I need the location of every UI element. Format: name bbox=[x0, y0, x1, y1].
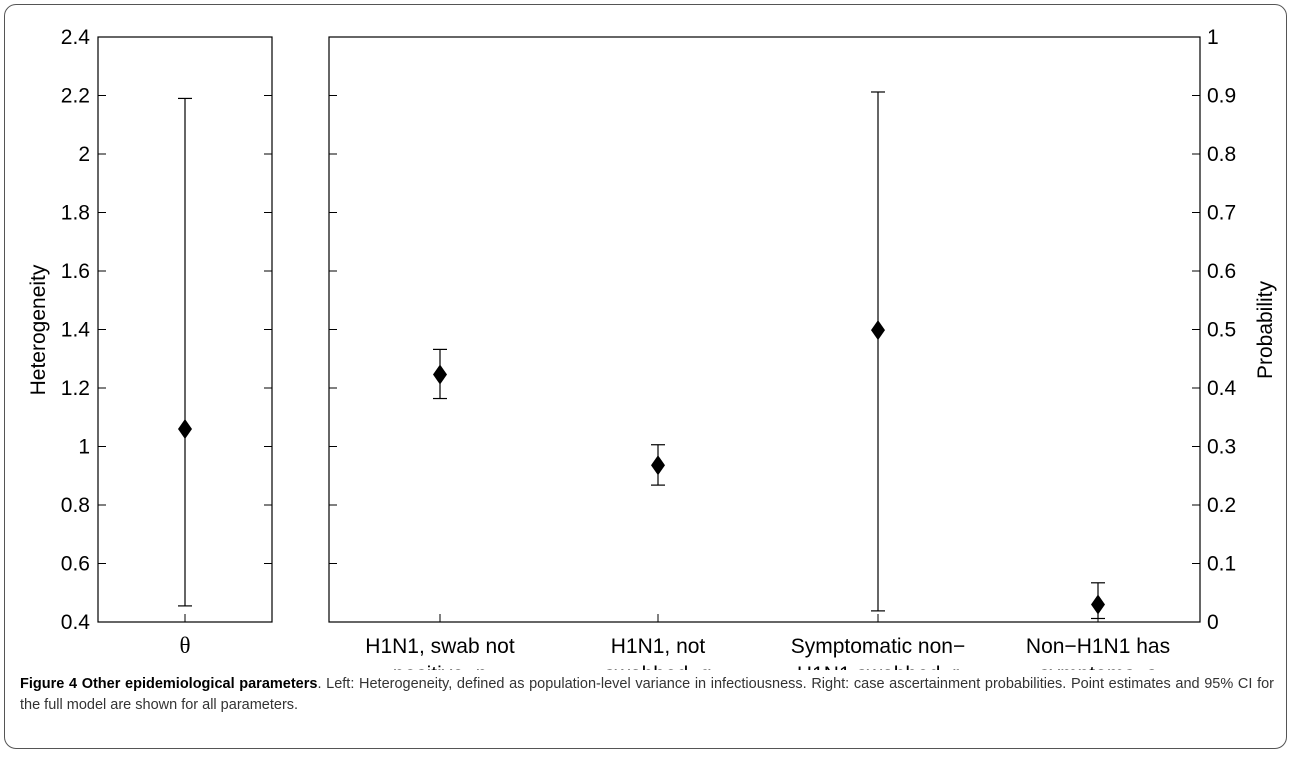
param-point bbox=[871, 320, 885, 341]
left-y-tick-label: 1.6 bbox=[61, 260, 90, 283]
left-y-tick-label: 0.8 bbox=[61, 494, 90, 517]
right-x-tick-label-line2: H1N1 swabbed, r bbox=[797, 663, 959, 670]
left-y-tick-label: 2.4 bbox=[61, 26, 91, 49]
right-y-tick-label: 0.5 bbox=[1207, 319, 1236, 342]
right-y-tick-label: 0 bbox=[1207, 611, 1219, 634]
right-y-tick-label: 1 bbox=[1207, 26, 1219, 49]
right-y-tick-label: 0.3 bbox=[1207, 436, 1236, 459]
param-point bbox=[1091, 594, 1105, 615]
left-y-tick-label: 2.2 bbox=[61, 85, 90, 108]
right-x-tick-label-line1: H1N1, swab not bbox=[365, 635, 515, 658]
param-point bbox=[651, 455, 665, 476]
right-y-tick-label: 0.2 bbox=[1207, 494, 1236, 517]
left-y-tick-label: 1.8 bbox=[61, 202, 90, 225]
right-x-tick-label-line2: swabbed, q bbox=[604, 663, 711, 670]
right-y-tick-label: 0.4 bbox=[1207, 377, 1237, 400]
right-y-tick-label: 0.7 bbox=[1207, 202, 1236, 225]
left-x-tick-label: θ bbox=[179, 633, 190, 658]
left-y-tick-label: 0.6 bbox=[61, 553, 90, 576]
left-y-tick-label: 0.4 bbox=[61, 611, 91, 634]
right-x-tick-label-line1: Symptomatic non− bbox=[791, 635, 966, 658]
right-x-tick-label-line2: positive, p bbox=[393, 663, 488, 670]
figure-chart: Heterogeneity Probability 0.4 0.6 0.8 1 1.2 1… bbox=[27, 26, 1277, 670]
left-y-tick-label: 1.4 bbox=[61, 319, 91, 342]
right-y-tick-label: 0.1 bbox=[1207, 553, 1236, 576]
right-x-tick-label-line2: symptoms, s bbox=[1039, 663, 1157, 670]
caption-text: . Left: Heterogeneity, defined as popula… bbox=[20, 676, 1275, 713]
figure-frame bbox=[4, 4, 1287, 749]
right-y-tick-label: 0.8 bbox=[1207, 143, 1236, 166]
right-panel-axes bbox=[328, 36, 1201, 623]
right-x-tick-label-line1: H1N1, not bbox=[611, 635, 706, 658]
param-point bbox=[433, 364, 447, 385]
left-y-tick-label: 1.2 bbox=[61, 377, 90, 400]
right-y-tick-label: 0.9 bbox=[1207, 85, 1236, 108]
left-y-tick-label: 2 bbox=[78, 143, 90, 166]
right-y-tick-label: 0.6 bbox=[1207, 260, 1236, 283]
left-y-axis-label: Heterogeneity bbox=[27, 264, 50, 395]
caption-label: Figure 4 Other epidemiological parameter… bbox=[20, 676, 318, 692]
right-x-tick-label-line1: Non−H1N1 has bbox=[1026, 635, 1170, 658]
theta-point bbox=[178, 418, 192, 439]
right-y-axis-label: Probability bbox=[1254, 280, 1277, 379]
left-y-tick-label: 1 bbox=[78, 436, 90, 459]
figure-caption: Figure 4 Other epidemiological parameter… bbox=[20, 674, 1274, 716]
